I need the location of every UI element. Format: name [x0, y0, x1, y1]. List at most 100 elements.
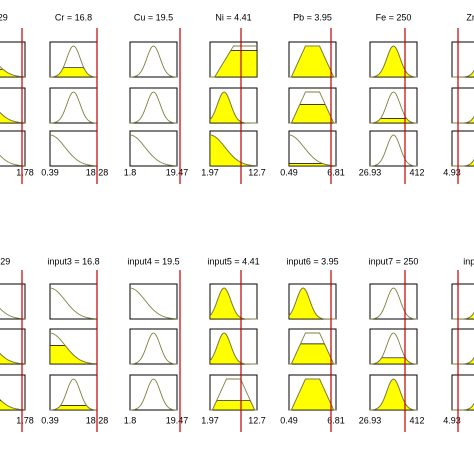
variable-title: input5 = 4.41: [207, 256, 259, 266]
range-min: 0.49: [280, 167, 298, 177]
range-min: 1.8: [124, 167, 137, 177]
membership-box: [129, 328, 178, 365]
membership-curve: [209, 91, 257, 124]
membership-curve: [289, 378, 336, 411]
range-min: 4.93: [443, 415, 461, 425]
variable-title: Ni = 4.41: [215, 12, 251, 22]
variable-title: input8: [463, 256, 474, 266]
variable-title: Cr = 16.8: [55, 12, 92, 22]
membership-curve: [49, 91, 98, 124]
membership-curve: [129, 91, 178, 124]
range-min: 26.93: [359, 167, 382, 177]
range-max: 1.78: [16, 415, 34, 425]
membership-curve: [49, 378, 98, 411]
membership-curve: [451, 69, 474, 78]
membership-curve: [49, 287, 98, 320]
membership-curve: [452, 311, 474, 320]
membership-curve: [129, 287, 178, 320]
membership-curve: [369, 91, 418, 124]
membership-curve: [369, 332, 418, 365]
membership-box: [129, 283, 178, 320]
range-min: 1.8: [124, 415, 137, 425]
membership-curve: [289, 91, 336, 124]
membership-curve: [452, 158, 474, 167]
variable-title: .29: [0, 12, 8, 22]
range-max: 19.47: [166, 167, 189, 177]
membership-curve: [0, 398, 26, 411]
membership-curve: [0, 154, 26, 167]
membership-box: [0, 130, 26, 167]
membership-box: [451, 41, 474, 78]
range-max: 19.47: [166, 415, 189, 425]
membership-box: [451, 283, 474, 320]
membership-curve: [129, 45, 178, 78]
membership-box: [129, 87, 178, 124]
range-min: 26.93: [359, 415, 382, 425]
membership-curve: [129, 332, 178, 365]
range-min: 0.49: [280, 415, 298, 425]
membership-box: [49, 374, 98, 411]
membership-box: [451, 130, 474, 167]
membership-box: [49, 87, 98, 124]
variable-title: Cu = 19.5: [134, 12, 173, 22]
range-max: 12.7: [248, 167, 266, 177]
range-max: 12.7: [248, 415, 266, 425]
membership-curve: [452, 356, 474, 365]
membership-curve: [0, 307, 26, 320]
membership-box: [288, 130, 337, 167]
range-max: 1.78: [16, 167, 34, 177]
membership-curve: [289, 45, 336, 78]
range-min: 1.97: [201, 167, 219, 177]
membership-curve: [369, 287, 418, 320]
membership-curve: [210, 45, 257, 78]
variable-title: Pb = 3.95: [293, 12, 332, 22]
variable-title: Zn =: [466, 12, 474, 22]
membership-curve: [49, 134, 98, 167]
membership-curve: [209, 287, 257, 320]
range-min: 1.97: [201, 415, 219, 425]
membership-curve: [289, 332, 336, 365]
membership-curve: [49, 45, 98, 78]
range-min: 0.39: [41, 415, 59, 425]
fired-area: [210, 400, 257, 411]
range-max: 412: [409, 167, 424, 177]
membership-curve: [49, 332, 98, 365]
membership-curve: [209, 332, 257, 365]
variable-title: Fe = 250: [376, 12, 412, 22]
membership-curve: [288, 134, 337, 167]
range-min: 0.39: [41, 167, 59, 177]
variable-title: input3 = 16.8: [47, 256, 99, 266]
membership-box: [369, 130, 418, 167]
membership-curve: [0, 111, 26, 124]
membership-box: [129, 130, 178, 167]
membership-curve: [369, 378, 418, 411]
membership-box: [49, 130, 98, 167]
membership-curve: [209, 134, 258, 167]
variable-title: input6 = 3.95: [286, 256, 338, 266]
membership-curve: [452, 115, 474, 124]
membership-curve: [210, 378, 257, 411]
membership-curve: [452, 402, 474, 411]
membership-curve: [129, 134, 178, 167]
variable-title: 0.29: [0, 256, 10, 266]
variable-title: input7 = 250: [369, 256, 419, 266]
membership-box: [369, 283, 418, 320]
membership-curve: [0, 352, 26, 365]
range-min: 4.93: [443, 167, 461, 177]
membership-box: [451, 328, 474, 365]
membership-box: [451, 87, 474, 124]
variable-title: input4 = 19.5: [127, 256, 179, 266]
membership-curve: [129, 378, 178, 411]
membership-box: [129, 41, 178, 78]
membership-box: [129, 374, 178, 411]
range-max: 412: [409, 415, 424, 425]
range-max: 6.81: [327, 167, 345, 177]
membership-box: [451, 374, 474, 411]
membership-curve: [369, 134, 418, 167]
range-max: 6.81: [327, 415, 345, 425]
membership-box: [0, 283, 26, 320]
membership-box: [49, 283, 98, 320]
membership-box: [369, 87, 418, 124]
